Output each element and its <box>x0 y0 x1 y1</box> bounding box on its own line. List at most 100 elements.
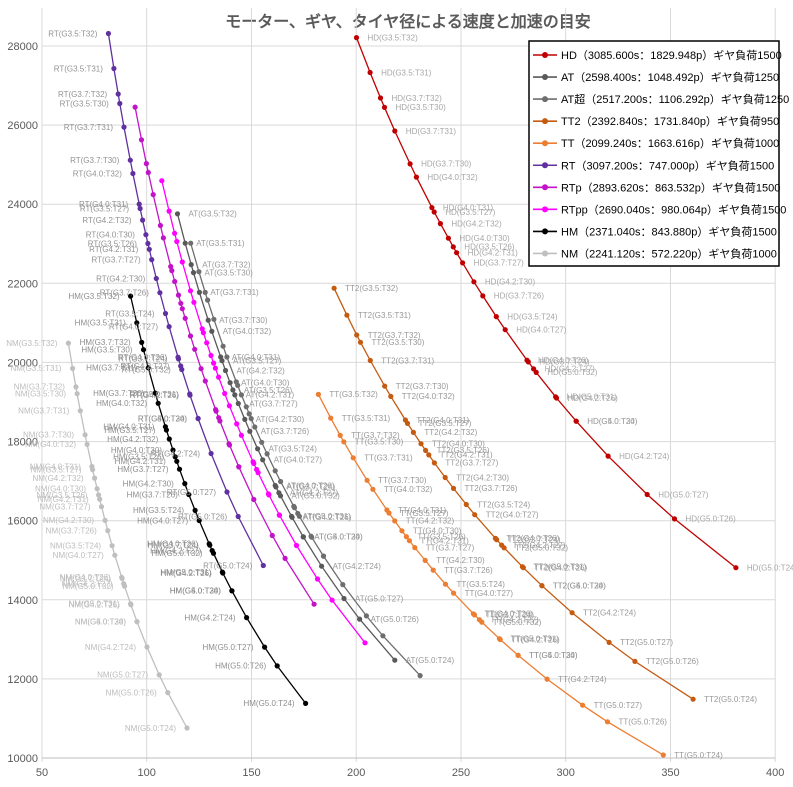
x-tick-label: 150 <box>242 767 260 779</box>
data-point-label: TT2(G4.2:T26) <box>534 563 587 572</box>
data-point-label: NM(G4.0:T27) <box>53 551 104 560</box>
data-point <box>153 275 159 282</box>
data-point <box>145 169 151 176</box>
data-point <box>190 270 197 276</box>
data-point <box>388 393 394 399</box>
data-point-label: RT(G3.7:T31) <box>64 123 114 132</box>
data-point <box>136 201 142 207</box>
data-point-label: HD(G5.0:T24) <box>747 564 793 573</box>
data-point-label: HD(G4.2:T26) <box>568 394 619 403</box>
data-point <box>341 439 347 445</box>
data-point <box>130 170 136 177</box>
data-point <box>146 246 152 252</box>
data-point-label: HD(G3.5:T27) <box>445 208 496 217</box>
legend-item-HD: HD（3085.600s：1829.948p）ギヤ負荷1500 <box>533 49 782 62</box>
data-point <box>632 658 638 665</box>
data-point <box>73 384 79 390</box>
series-labels-TT: TT(G3.5:T32)TT(G3.5:T31)TT(G3.7:T32)TT(G… <box>329 390 723 760</box>
data-point-label: TT(G4.0:T31) <box>398 506 447 515</box>
data-point <box>235 400 241 407</box>
data-point <box>82 432 88 438</box>
data-point <box>315 391 321 397</box>
legend-label: RTp（2893.620s：863.532p）ギヤ負荷1500 <box>561 181 780 194</box>
data-point <box>442 581 449 587</box>
data-point <box>364 477 370 483</box>
data-point <box>252 424 258 430</box>
data-point <box>109 543 115 549</box>
data-point <box>493 314 499 320</box>
data-point-label: AT(G5.0:T27) <box>355 594 404 603</box>
data-point <box>160 235 166 241</box>
data-point-label: HM(G3.5:T26) <box>113 453 164 462</box>
legend-label: HD（3085.600s：1829.948p）ギヤ負荷1500 <box>561 49 782 62</box>
series-TT <box>315 391 666 758</box>
data-point-label: RT(G3.5:T30) <box>60 99 110 108</box>
legend-marker-dot <box>542 52 548 58</box>
data-point-label: NM(G4.0:T24) <box>75 618 126 627</box>
series-labels-TT2: TT2(G3.5:T32)TT2(G3.5:T31)TT2(G3.7:T32)T… <box>345 284 757 704</box>
data-point <box>94 486 100 492</box>
data-point <box>220 343 226 349</box>
data-point-label: TT2(G5.0:T27) <box>620 638 673 647</box>
data-point-label: HM(G5.0:T24) <box>243 699 294 708</box>
legend-item-AT: AT（2598.400s：1048.492p）ギヤ負荷1250 <box>533 71 779 84</box>
legend-item-NM: NM（2241.120s：572.220p）ギヤ負荷1000 <box>533 247 777 260</box>
data-point <box>309 534 315 540</box>
data-point <box>382 383 388 389</box>
data-point-label: RT(G5.0:T24) <box>203 561 253 570</box>
data-point-label: RT(G5.0:T30) <box>138 414 188 423</box>
data-point-label: NM(G4.2:T30) <box>43 516 94 525</box>
data-point-label: AT(G3.7:T27) <box>249 399 298 408</box>
data-point-label: HD(G3.7:T31) <box>406 127 457 136</box>
data-point <box>157 222 163 229</box>
data-point-label: AT(G4.0:T30) <box>241 379 290 388</box>
data-point <box>192 507 198 513</box>
data-point-label: TT2(G3.7:T26) <box>465 484 518 493</box>
data-point-label: AT(G3.7:T30) <box>219 316 268 325</box>
data-point <box>525 359 531 365</box>
data-point <box>176 466 183 472</box>
data-point <box>278 478 284 485</box>
data-point-label: RT(G4.0:T27) <box>109 322 159 331</box>
data-point <box>212 365 218 371</box>
data-point <box>260 562 266 569</box>
data-point-label: TT(G4.0:T32) <box>384 485 433 494</box>
data-point <box>354 332 360 338</box>
data-point-label: TT(G4.2:T30) <box>436 556 485 565</box>
data-point-label: HM(G5.0:T26) <box>215 662 266 671</box>
data-point-label: HD(G3.5:T30) <box>396 103 447 112</box>
data-point <box>97 496 103 502</box>
data-point-label: TT(G4.0:T30) <box>413 527 462 536</box>
data-point <box>344 312 350 318</box>
y-tick-label: 14000 <box>7 595 38 607</box>
data-point-label: NM(G5.0:T30) <box>75 618 126 627</box>
data-point <box>140 217 146 223</box>
data-point-label: AT(G3.5:T31) <box>196 239 245 248</box>
series-RTp <box>132 104 317 607</box>
data-point <box>671 516 678 522</box>
data-point <box>219 358 225 364</box>
data-point-label: TT2(G4.0:T26) <box>506 534 559 543</box>
data-point <box>90 467 96 473</box>
data-point-label: AT(G4.2:T32) <box>237 366 286 375</box>
data-point-label: RT(G4.0:T31) <box>79 200 129 209</box>
data-point <box>450 485 457 491</box>
data-point <box>480 293 486 299</box>
data-point-label: HM(G5.0:T30) <box>170 587 221 596</box>
data-point <box>412 545 418 551</box>
data-point <box>370 486 376 492</box>
legend-item-TT: TT（2099.240s：1663.616p）ギヤ負荷1000 <box>533 137 779 150</box>
data-point <box>282 555 288 562</box>
data-point <box>363 613 369 619</box>
data-point <box>166 436 172 442</box>
data-point-label: RT(G3.7:T30) <box>70 156 120 165</box>
data-point-label: TT(G3.7:T27) <box>426 543 475 552</box>
data-point <box>273 484 279 490</box>
data-point-label: HD(G5.0:T30) <box>587 417 638 426</box>
data-point <box>341 595 347 602</box>
data-point-label: HD(G4.2:T32) <box>451 219 502 228</box>
data-point <box>247 428 253 434</box>
data-point <box>149 257 155 263</box>
data-point <box>145 240 151 247</box>
data-point <box>580 702 586 708</box>
